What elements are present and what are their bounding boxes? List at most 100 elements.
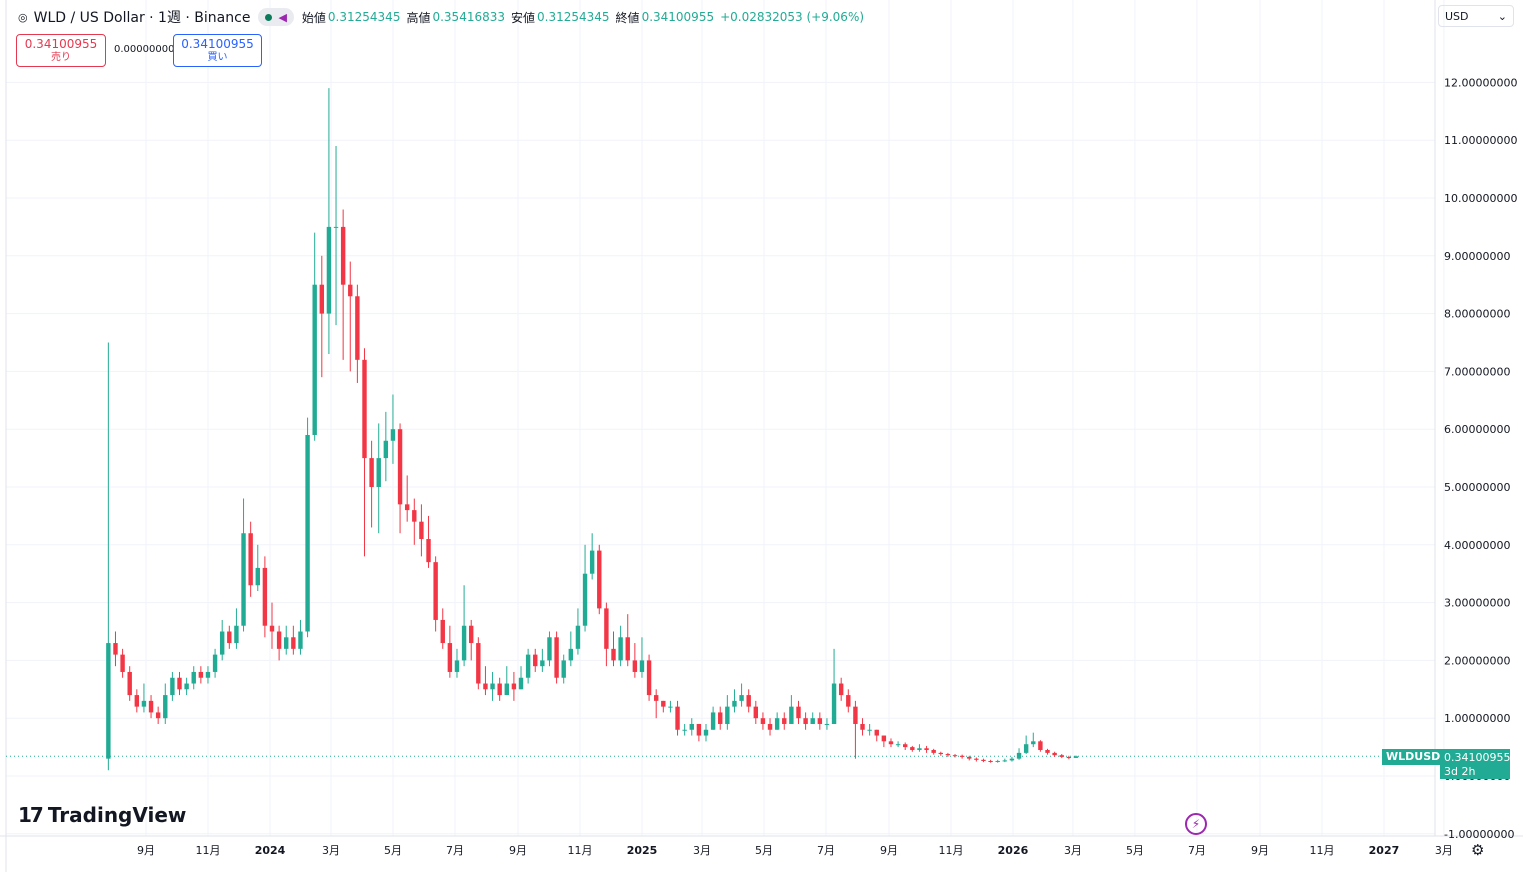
candle-body	[1059, 755, 1064, 757]
candle-body	[390, 429, 396, 441]
currency-select[interactable]: USD ⌄	[1438, 5, 1514, 27]
candle-body	[333, 226, 339, 228]
candle-body	[903, 744, 908, 748]
last-price-value: 0.34100955	[1444, 751, 1511, 764]
candle-body	[163, 695, 168, 719]
candle-body	[611, 648, 616, 661]
candle-body	[369, 458, 374, 487]
high-value: 0.35416833	[432, 10, 505, 24]
candle-body	[746, 695, 751, 707]
candle-body	[853, 706, 858, 724]
candle-body	[412, 510, 417, 522]
x-tick-label: 5月	[384, 844, 402, 857]
candle-body	[810, 718, 815, 724]
status-pill[interactable]: ◀	[258, 8, 294, 26]
candle-body	[383, 440, 389, 459]
candle-body	[219, 631, 225, 655]
x-tick-label: 2025	[627, 844, 658, 857]
candle-body	[262, 567, 268, 626]
y-tick-label: 7.00000000	[1444, 365, 1510, 378]
high-label: 高値	[406, 10, 431, 25]
candle-body	[255, 567, 260, 586]
candle-body	[170, 677, 175, 696]
buy-label: 買い	[207, 51, 228, 63]
symbol-tag: WLDUSD	[1382, 749, 1445, 765]
candle-body	[504, 683, 509, 696]
spread-value: 0.00000000	[114, 44, 175, 55]
candle-body	[739, 695, 744, 701]
candle-body	[760, 718, 766, 724]
candle-body	[447, 643, 453, 672]
x-tick-label: 9月	[880, 844, 898, 857]
close-label: 終値	[615, 10, 640, 25]
candle-body	[212, 654, 218, 672]
y-tick-label: 5.00000000	[1444, 481, 1510, 494]
candle-body	[995, 760, 1000, 762]
x-tick-label: 11月	[196, 844, 221, 857]
y-tick-label: 12.00000000	[1444, 76, 1517, 89]
candle-body	[433, 562, 438, 620]
candle-body	[653, 695, 659, 701]
y-tick-label: 4.00000000	[1444, 539, 1510, 552]
sell-price: 0.34100955	[24, 36, 98, 51]
candle-body	[490, 683, 495, 690]
y-tick-label: -1.00000000	[1444, 828, 1514, 841]
candle-body	[241, 533, 246, 626]
candle-body	[419, 521, 424, 540]
candle-body	[803, 718, 808, 724]
candle-body	[106, 643, 111, 759]
y-tick-label: 8.00000000	[1444, 308, 1510, 321]
candle-body	[575, 625, 581, 649]
candle-body	[846, 695, 851, 707]
candle-body	[981, 759, 986, 761]
candle-body	[589, 550, 595, 574]
candle-body	[426, 539, 431, 563]
candle-body	[860, 723, 865, 730]
candle-body	[817, 718, 823, 724]
candle-body	[319, 284, 325, 314]
candle-body	[931, 749, 936, 753]
candle-body	[155, 712, 161, 719]
candle-body	[774, 718, 780, 730]
buy-button[interactable]: 0.34100955 買い	[173, 34, 262, 67]
candle-body	[974, 758, 979, 760]
candle-body	[753, 706, 759, 719]
candle-body	[568, 648, 574, 661]
candle-body	[483, 683, 488, 690]
candle-body	[554, 637, 559, 678]
candle-body	[1066, 756, 1072, 759]
candle-body	[533, 654, 538, 667]
tradingview-logo[interactable]: 𝟭𝟳 TradingView	[18, 803, 186, 827]
candle-body	[945, 754, 951, 756]
low-value: 0.31254345	[537, 10, 610, 24]
chevron-down-icon: ⌄	[1497, 9, 1507, 23]
y-tick-label: 10.00000000	[1444, 192, 1517, 205]
lightning-icon[interactable]: ⚡	[1185, 813, 1207, 835]
candle-body	[959, 755, 965, 757]
chart-header: ◎ WLD / US Dollar · 1週 · Binance ◀ 始値 0.…	[18, 7, 870, 27]
candle-body	[184, 683, 189, 690]
symbol-title[interactable]: WLD / US Dollar · 1週 · Binance	[33, 10, 251, 26]
sell-button[interactable]: 0.34100955 売り	[16, 34, 106, 67]
candle-body	[340, 226, 346, 285]
candle-body	[205, 671, 211, 678]
candle-body	[682, 729, 687, 731]
tv-logo-icon: 𝟭𝟳	[18, 803, 44, 827]
candle-body	[718, 712, 723, 724]
candle-body	[881, 735, 887, 742]
y-tick-label: 6.00000000	[1444, 423, 1510, 436]
gear-icon[interactable]: ⚙	[1471, 841, 1485, 859]
candle-body	[767, 723, 773, 730]
candle-body	[561, 660, 566, 678]
change-value: +0.02832053 (+9.06%)	[720, 10, 865, 24]
candle-body	[291, 637, 296, 649]
candle-body	[284, 637, 289, 649]
candle-body	[782, 718, 787, 724]
candle-body	[618, 637, 623, 661]
candle-body	[725, 706, 730, 724]
close-value: 0.34100955	[641, 10, 715, 24]
candle-body	[646, 660, 652, 696]
candle-body	[639, 660, 645, 672]
x-tick-label: 3月	[1435, 844, 1453, 857]
